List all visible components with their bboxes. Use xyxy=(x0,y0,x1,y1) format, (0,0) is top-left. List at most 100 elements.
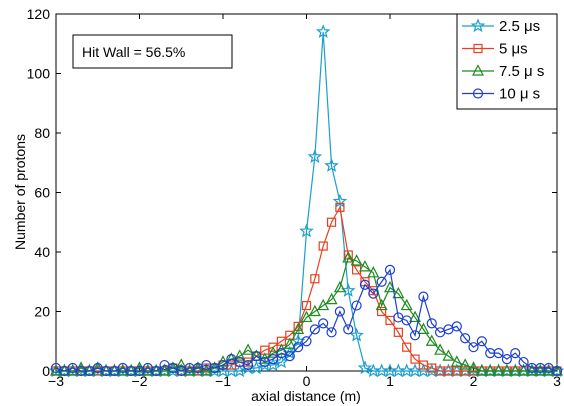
series-line xyxy=(56,257,557,372)
x-tick-label: 0 xyxy=(303,373,311,389)
data-point xyxy=(392,286,405,299)
legend-item: 2.5 μs xyxy=(462,18,540,35)
series-line xyxy=(55,268,558,372)
x-tick-label: 3 xyxy=(553,373,561,389)
data-point xyxy=(501,354,512,365)
data-point xyxy=(475,364,488,376)
data-point xyxy=(268,354,279,365)
y-tick-label: 80 xyxy=(34,125,50,141)
data-point xyxy=(385,315,395,326)
data-point xyxy=(535,362,546,374)
data-point xyxy=(126,365,137,377)
legend-label: 7.5 μ s xyxy=(499,63,544,80)
data-point xyxy=(267,346,280,358)
data-point xyxy=(141,364,154,376)
data-point xyxy=(476,336,487,347)
y-tick-label: 100 xyxy=(27,66,51,82)
data-point xyxy=(375,298,388,311)
data-point xyxy=(467,361,480,373)
data-point xyxy=(334,306,345,317)
legend-label: 2.5 μs xyxy=(499,18,540,35)
data-point xyxy=(66,364,79,376)
data-point xyxy=(242,359,254,371)
data-point xyxy=(325,292,338,305)
x-tick-label: 1 xyxy=(386,373,394,389)
legend: 2.5 μs 5 μs 7.5 μ s 10 μ s xyxy=(456,13,558,110)
y-tick-label: 0 xyxy=(42,363,50,379)
data-point xyxy=(75,365,87,377)
x-tick-label: −3 xyxy=(48,373,64,389)
y-tick-label: 20 xyxy=(34,304,50,320)
y-tick-label: 60 xyxy=(34,185,50,201)
annotation-box: Hit Wall = 56.5% xyxy=(72,34,233,69)
data-point xyxy=(425,334,438,346)
data-point xyxy=(310,274,320,284)
data-point xyxy=(217,359,229,371)
data-point xyxy=(492,364,505,376)
data-point xyxy=(518,356,529,368)
data-point xyxy=(417,322,430,334)
data-point xyxy=(242,343,255,355)
data-point xyxy=(376,276,387,287)
series-layer xyxy=(48,24,564,378)
data-point xyxy=(459,358,472,370)
data-point xyxy=(299,223,314,238)
data-point xyxy=(333,280,346,293)
data-point xyxy=(451,321,462,332)
data-point xyxy=(485,348,496,359)
data-point xyxy=(468,342,479,353)
legend-label: 5 μs xyxy=(499,41,528,58)
y-axis-label: Number of protons xyxy=(12,134,28,250)
data-point xyxy=(367,266,380,278)
annotation-text: Hit Wall = 56.5% xyxy=(82,44,185,60)
data-point xyxy=(500,364,513,376)
data-point xyxy=(400,298,413,311)
data-point xyxy=(283,337,296,349)
y-tick-label: 40 xyxy=(34,244,50,260)
data-point xyxy=(50,364,62,376)
data-point xyxy=(158,364,171,376)
data-point xyxy=(351,300,362,311)
data-point xyxy=(377,306,387,317)
data-point xyxy=(450,355,463,367)
data-point xyxy=(175,358,188,370)
data-point xyxy=(426,318,437,329)
data-point xyxy=(326,217,337,227)
data-point xyxy=(301,300,312,311)
data-point xyxy=(151,365,162,377)
data-point xyxy=(534,364,547,376)
data-point xyxy=(300,310,313,323)
data-point xyxy=(184,362,195,374)
data-point xyxy=(517,364,530,376)
data-point xyxy=(460,333,471,344)
data-point xyxy=(409,310,422,323)
data-point xyxy=(402,342,412,352)
y-tick-label: 120 xyxy=(27,6,51,22)
data-point xyxy=(470,18,486,33)
data-point xyxy=(393,327,403,337)
data-point xyxy=(358,260,371,272)
data-point xyxy=(233,349,246,361)
legend-item: 5 μs xyxy=(462,41,528,58)
data-point xyxy=(318,241,328,251)
legend-item: 7.5 μ s xyxy=(462,63,544,80)
data-point xyxy=(307,149,323,163)
data-point xyxy=(308,304,321,317)
data-point xyxy=(526,362,538,374)
x-axis-label: axial distance (m) xyxy=(251,388,361,404)
data-point xyxy=(525,364,538,376)
data-point xyxy=(410,354,420,364)
data-point xyxy=(434,343,447,355)
data-point xyxy=(292,322,305,334)
data-point xyxy=(509,364,522,376)
data-point xyxy=(418,291,429,302)
data-point xyxy=(200,364,213,376)
data-point xyxy=(472,88,484,99)
data-point xyxy=(350,254,363,266)
data-point xyxy=(318,318,329,329)
data-point xyxy=(493,348,504,359)
data-point xyxy=(472,64,484,76)
data-point xyxy=(251,351,262,362)
